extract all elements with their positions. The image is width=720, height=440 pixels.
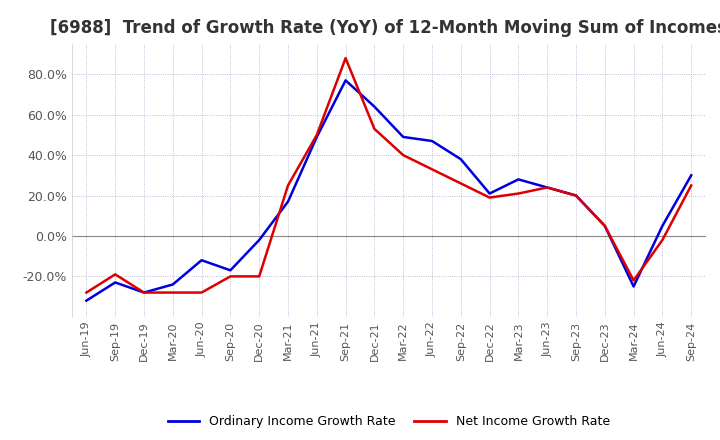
Title: [6988]  Trend of Growth Rate (YoY) of 12-Month Moving Sum of Incomes: [6988] Trend of Growth Rate (YoY) of 12-… xyxy=(50,19,720,37)
Legend: Ordinary Income Growth Rate, Net Income Growth Rate: Ordinary Income Growth Rate, Net Income … xyxy=(163,411,615,433)
Ordinary Income Growth Rate xyxy=(687,173,696,178)
Ordinary Income Growth Rate xyxy=(658,223,667,228)
Ordinary Income Growth Rate xyxy=(428,138,436,143)
Net Income Growth Rate xyxy=(572,193,580,198)
Net Income Growth Rate xyxy=(600,223,609,228)
Net Income Growth Rate xyxy=(226,274,235,279)
Ordinary Income Growth Rate xyxy=(312,134,321,139)
Net Income Growth Rate xyxy=(312,132,321,138)
Ordinary Income Growth Rate xyxy=(341,78,350,83)
Net Income Growth Rate xyxy=(543,185,552,190)
Ordinary Income Growth Rate xyxy=(82,298,91,303)
Ordinary Income Growth Rate xyxy=(226,268,235,273)
Net Income Growth Rate xyxy=(514,191,523,196)
Net Income Growth Rate xyxy=(111,272,120,277)
Net Income Growth Rate xyxy=(82,290,91,295)
Line: Net Income Growth Rate: Net Income Growth Rate xyxy=(86,58,691,293)
Ordinary Income Growth Rate xyxy=(399,134,408,139)
Ordinary Income Growth Rate xyxy=(485,191,494,196)
Net Income Growth Rate xyxy=(370,126,379,132)
Net Income Growth Rate xyxy=(341,55,350,61)
Ordinary Income Growth Rate xyxy=(111,280,120,285)
Net Income Growth Rate xyxy=(485,195,494,200)
Ordinary Income Growth Rate xyxy=(572,193,580,198)
Ordinary Income Growth Rate xyxy=(370,104,379,109)
Net Income Growth Rate xyxy=(428,167,436,172)
Net Income Growth Rate xyxy=(284,183,292,188)
Ordinary Income Growth Rate xyxy=(600,223,609,228)
Ordinary Income Growth Rate xyxy=(255,237,264,242)
Net Income Growth Rate xyxy=(140,290,148,295)
Ordinary Income Growth Rate xyxy=(514,177,523,182)
Net Income Growth Rate xyxy=(197,290,206,295)
Net Income Growth Rate xyxy=(456,181,465,186)
Ordinary Income Growth Rate xyxy=(140,290,148,295)
Net Income Growth Rate xyxy=(658,237,667,242)
Ordinary Income Growth Rate xyxy=(284,199,292,204)
Net Income Growth Rate xyxy=(687,183,696,188)
Net Income Growth Rate xyxy=(629,278,638,283)
Ordinary Income Growth Rate xyxy=(197,257,206,263)
Net Income Growth Rate xyxy=(255,274,264,279)
Ordinary Income Growth Rate xyxy=(543,185,552,190)
Net Income Growth Rate xyxy=(399,153,408,158)
Net Income Growth Rate xyxy=(168,290,177,295)
Ordinary Income Growth Rate xyxy=(456,157,465,162)
Line: Ordinary Income Growth Rate: Ordinary Income Growth Rate xyxy=(86,81,691,301)
Ordinary Income Growth Rate xyxy=(168,282,177,287)
Ordinary Income Growth Rate xyxy=(629,284,638,289)
